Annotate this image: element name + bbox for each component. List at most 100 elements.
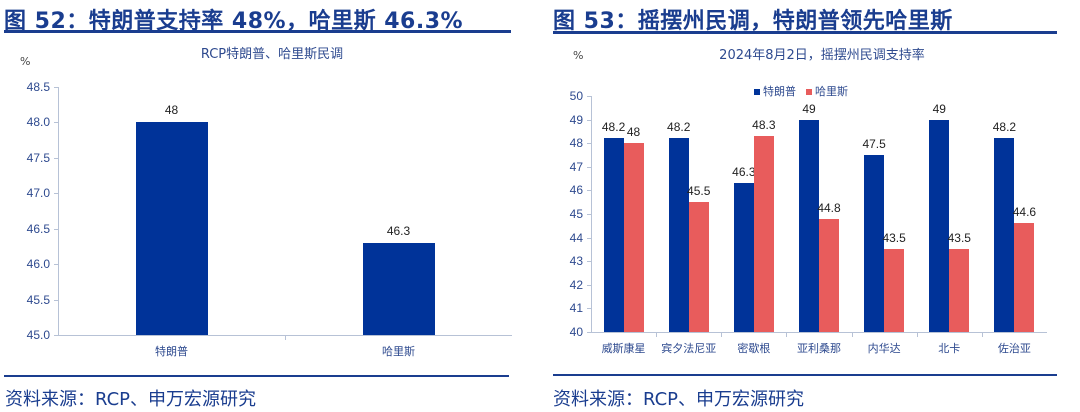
left-x-tick [285, 335, 286, 340]
right-y-tick-label: 48 [569, 136, 583, 151]
left-y-tick-label: 48.5 [26, 80, 50, 94]
bar-value-label: 49 [802, 101, 816, 116]
bar-trump [733, 183, 754, 332]
left-footer-rule [4, 375, 509, 377]
x-category-label: 亚利桑那 [797, 342, 841, 355]
bar-trump [864, 155, 885, 332]
right-x-tick [916, 332, 918, 337]
bar-value-label: 47.5 [862, 137, 886, 151]
right-x-tick [786, 332, 788, 337]
bar-value-label: 48.2 [992, 120, 1017, 135]
legend-item-harris: 哈里斯 [806, 83, 848, 99]
bar-harris [623, 143, 644, 332]
right-title-rule [553, 31, 1057, 34]
legend-item-trump: 特朗普 [754, 83, 796, 99]
legend-swatch-harris [806, 89, 812, 95]
right-chart-subtitle: 2024年8月2日，摇摆州民调支持率 [719, 48, 925, 63]
bar-harris [949, 249, 970, 332]
bar-trump [668, 138, 689, 332]
bar-trump [994, 138, 1015, 332]
right-y-tick [587, 284, 592, 286]
right-source-note: 资料来源：RCP、申万宏源研究 [553, 389, 805, 410]
x-category-label: 北卡 [938, 342, 961, 355]
left-y-tick-label: 45.5 [26, 292, 50, 307]
left-y-tick [54, 122, 59, 124]
x-category-label: 佐治亚 [997, 342, 1031, 355]
bar-value-label: 43.5 [947, 231, 971, 246]
right-y-tick [587, 214, 592, 215]
right-y-tick-label: 40 [569, 325, 583, 339]
x-category-label: 威斯康星 [601, 342, 646, 355]
bar-value-label: 48.3 [752, 118, 776, 133]
right-y-tick-label: 46 [569, 183, 583, 198]
left-y-unit: % [20, 55, 31, 68]
bar-trump [135, 122, 208, 335]
right-y-tick [587, 96, 592, 97]
bar-value-label: 48.2 [667, 120, 691, 135]
right-y-tick-label: 50 [569, 89, 583, 103]
x-category-label: 哈里斯 [382, 345, 415, 358]
bar-value-label: 48 [626, 125, 641, 140]
right-y-tick-label: 45 [569, 207, 583, 221]
x-category-label: 密歇根 [737, 342, 771, 355]
bar-harris [362, 242, 435, 335]
right-y-tick [587, 119, 592, 121]
right-x-tick [656, 332, 658, 337]
left-y-tick-label: 45.0 [26, 328, 50, 342]
bar-harris [753, 136, 774, 332]
legend-swatch-trump [754, 89, 760, 95]
bar-value-label: 49 [932, 101, 946, 116]
left-y-tick [54, 157, 59, 159]
right-y-tick [587, 143, 592, 145]
left-y-axis [58, 87, 59, 335]
left-y-tick-label: 47.5 [26, 150, 50, 165]
left-y-tick [54, 335, 59, 336]
bar-value-label: 43.5 [882, 231, 906, 246]
right-y-tick [587, 190, 592, 192]
bar-harris [884, 249, 905, 332]
bar-harris [1014, 223, 1035, 332]
right-legend: 特朗普 哈里斯 [754, 83, 848, 99]
left-y-tick [54, 264, 59, 266]
bar-value-label: 46.3 [386, 223, 411, 238]
right-y-tick-label: 43 [569, 254, 583, 269]
left-figure-title: 图 52：特朗普支持率 48%，哈里斯 46.3% [4, 9, 464, 34]
right-y-tick-label: 42 [569, 277, 583, 292]
right-figure: 图 53：摇摆州民调，特朗普领先哈里斯 2024年8月2日，摇摆州民调支持率 %… [540, 0, 1080, 412]
left-y-tick [54, 87, 59, 88]
x-category-label: 内华达 [867, 342, 901, 355]
bar-value-label: 48.2 [601, 120, 626, 135]
x-category-label: 特朗普 [155, 345, 188, 358]
left-source-note: 资料来源：RCP、申万宏源研究 [5, 389, 257, 410]
bar-value-label: 44.6 [1012, 205, 1037, 220]
left-y-tick-label: 47.0 [26, 186, 50, 201]
left-y-tick [54, 228, 59, 230]
right-x-tick [981, 332, 983, 337]
right-y-tick-label: 44 [569, 230, 583, 245]
bar-trump [603, 138, 624, 332]
left-bar-chart: 45.0 45.5 46.0 46.5 47.0 47.5 48.0 48.5 48 特朗普 46.… [0, 0, 540, 370]
bar-harris [688, 202, 709, 332]
left-title-rule [4, 30, 511, 33]
right-y-tick-label: 47 [569, 159, 583, 174]
bar-value-label: 45.5 [687, 184, 711, 199]
left-y-tick [54, 193, 59, 195]
right-y-unit: % [573, 49, 584, 62]
right-y-tick [587, 308, 592, 310]
bar-trump [929, 119, 950, 332]
right-y-tick [587, 237, 592, 239]
bar-value-label: 46.3 [732, 165, 756, 180]
left-y-tick-label: 46.0 [26, 257, 50, 272]
bar-value-label: 44.8 [817, 200, 841, 215]
right-footer-rule [553, 374, 1057, 376]
bar-trump [799, 119, 819, 332]
bar-value-label: 48 [164, 103, 179, 118]
right-y-tick [587, 332, 592, 333]
left-figure: 图 52：特朗普支持率 48%，哈里斯 46.3% RCP特朗普、哈里斯民调 %… [0, 0, 540, 410]
right-x-tick [721, 332, 723, 337]
left-y-tick-label: 46.5 [26, 221, 50, 236]
right-y-tick-label: 49 [569, 112, 583, 127]
right-figure-title: 图 53：摇摆州民调，特朗普领先哈里斯 [553, 9, 953, 34]
right-y-tick-label: 41 [569, 301, 583, 316]
right-y-tick [587, 166, 592, 168]
